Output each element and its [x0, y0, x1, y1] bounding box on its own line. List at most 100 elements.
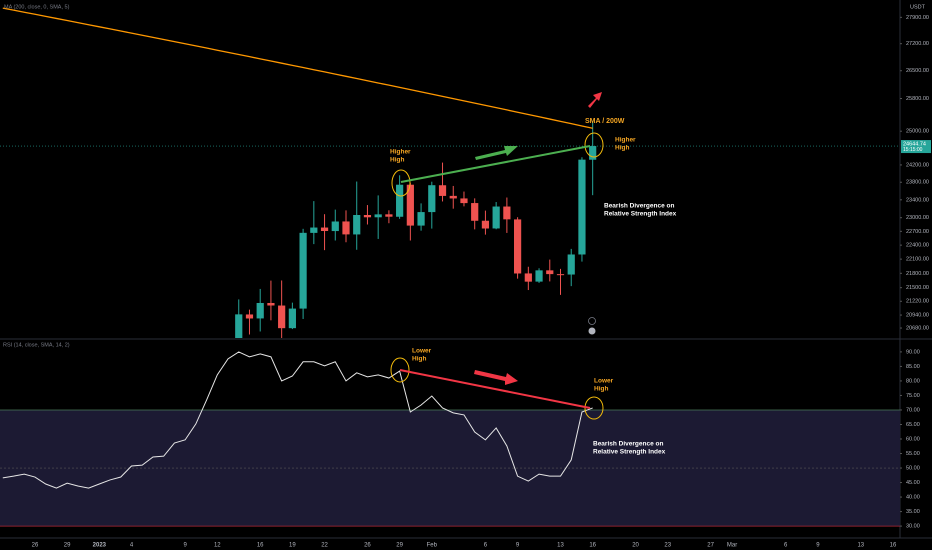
- candle-body: [460, 198, 468, 204]
- x-tick-label: 13: [857, 543, 864, 549]
- candle-body: [524, 273, 532, 282]
- rsi-panel: [0, 351, 900, 527]
- x-tick-label: 9: [516, 543, 520, 549]
- x-tick-label: 16: [257, 543, 264, 549]
- trend-line: [400, 145, 591, 183]
- x-tick-label: 9: [183, 543, 187, 549]
- event-icon: [588, 317, 596, 325]
- candle-body: [589, 146, 597, 160]
- highlight-circle: [391, 169, 411, 197]
- candle-body: [374, 214, 382, 218]
- axes: 26 29 2023 4 9 12 16 19 22 26 29 Feb 6 9 13 16 20 23 27 Mar…: [32, 15, 931, 549]
- x-tick-label: 9: [816, 543, 820, 549]
- x-tick-label: 6: [484, 543, 488, 549]
- y-tick-label: 25800.00: [906, 96, 929, 102]
- y-tick-label: 45.00: [906, 480, 920, 486]
- trend-arrow: [475, 146, 518, 160]
- annotation: Higher: [615, 137, 636, 144]
- x-tick-label: 26: [364, 543, 371, 549]
- last-price-label: 24644.74: [903, 141, 926, 147]
- y-tick-label: 65.00: [906, 422, 920, 428]
- y-tick-label: 35.00: [906, 509, 920, 515]
- x-tick-label: 27: [707, 543, 714, 549]
- candle-body: [492, 206, 500, 229]
- candle-body: [428, 185, 436, 213]
- candle-body: [267, 302, 275, 306]
- y-tick-label: 75.00: [906, 393, 920, 399]
- price-panel: [0, 7, 900, 338]
- annotation: Higher: [390, 149, 411, 156]
- y-tick-label: 20680.00: [906, 325, 929, 331]
- y-tick-label: 30.00: [906, 524, 920, 530]
- annotation: Bearish Divergence on: [593, 441, 663, 448]
- x-tick-label: 16: [890, 543, 897, 549]
- annotation: High: [594, 386, 608, 393]
- trend-arrow: [474, 370, 518, 385]
- candle-body: [438, 185, 447, 196]
- candle-body: [245, 314, 254, 319]
- y-tick-label: 24200.00: [906, 162, 929, 168]
- candle-body: [353, 215, 361, 235]
- y-tick-label: 40.00: [906, 495, 920, 501]
- candle-body: [449, 195, 457, 199]
- annotation: Relative Strength Index: [593, 449, 666, 456]
- x-tick-label: 23: [664, 543, 671, 549]
- candle-body: [514, 219, 522, 274]
- candle-body: [471, 203, 479, 221]
- y-tick-label: 27200.00: [906, 41, 929, 47]
- annotation: Lower: [412, 348, 432, 355]
- x-tick-label: 22: [321, 543, 328, 549]
- price-legend: MA (200, close, 0, SMA, 5): [4, 4, 70, 10]
- axis-unit: USDT: [910, 4, 926, 10]
- annotation: Relative Strength Index: [604, 211, 677, 218]
- x-tick-label: 26: [32, 543, 39, 549]
- y-tick-label: 23800.00: [906, 180, 929, 186]
- y-tick-label: 22700.00: [906, 229, 929, 235]
- x-tick-label: Mar: [727, 543, 737, 549]
- annotation: High: [412, 356, 426, 363]
- y-tick-label: 27900.00: [906, 15, 929, 21]
- candle-body: [578, 159, 586, 255]
- x-tick-label: 12: [214, 543, 221, 549]
- candle-body: [396, 184, 404, 217]
- y-tick-label: 80.00: [906, 378, 920, 384]
- candle-body: [320, 227, 329, 232]
- x-tick-label: 4: [130, 543, 134, 549]
- y-tick-label: 20940.00: [906, 313, 929, 319]
- countdown-label: 15:15:00: [903, 147, 923, 153]
- y-tick-label: 85.00: [906, 364, 920, 370]
- y-tick-label: 21220.00: [906, 299, 929, 305]
- y-tick-label: 90.00: [906, 349, 920, 355]
- candle-body: [310, 227, 318, 233]
- candle-body: [363, 215, 372, 218]
- candle-body: [385, 214, 393, 217]
- sma-line: [2, 7, 593, 129]
- annotation: Bearish Divergence on: [604, 203, 674, 210]
- x-tick-label: 20: [632, 543, 639, 549]
- highlight-circle: [390, 357, 410, 383]
- trend-line: [399, 369, 591, 409]
- candle-body: [299, 232, 307, 309]
- y-tick-label: 23000.00: [906, 215, 929, 221]
- candle-body: [256, 302, 264, 319]
- y-tick-label: 21800.00: [906, 271, 929, 277]
- x-tick-label: 19: [289, 543, 296, 549]
- candle-body: [417, 212, 425, 226]
- x-tick-label: 29: [64, 543, 71, 549]
- candle-body: [503, 206, 511, 220]
- red-arrow-icon: [588, 92, 602, 108]
- x-tick-label: 2023: [93, 543, 107, 549]
- y-tick-label: 55.00: [906, 451, 920, 457]
- y-tick-label: 60.00: [906, 436, 920, 442]
- highlight-circle: [584, 132, 604, 158]
- y-tick-label: 26500.00: [906, 68, 929, 74]
- candle-body: [331, 221, 339, 232]
- candle-body: [342, 221, 350, 235]
- y-tick-label: 23400.00: [906, 197, 929, 203]
- x-tick-label: 29: [396, 543, 403, 549]
- annotation: High: [615, 145, 629, 152]
- y-tick-label: 22100.00: [906, 257, 929, 263]
- candle-body: [556, 274, 565, 276]
- x-tick-label: Feb: [427, 543, 438, 549]
